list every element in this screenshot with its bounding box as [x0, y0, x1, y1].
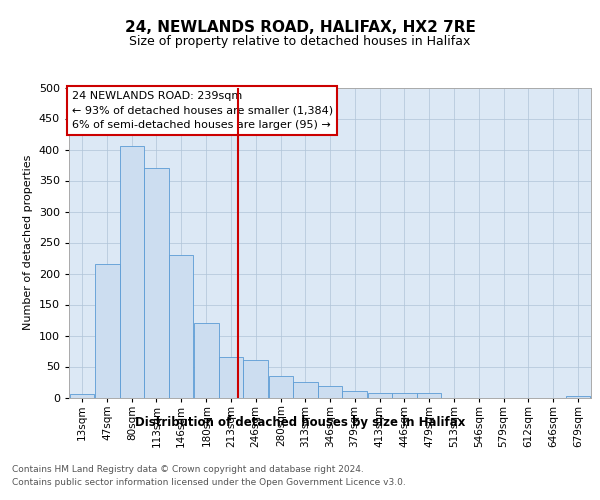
Bar: [243, 360, 268, 398]
Bar: [194, 323, 218, 398]
Text: 24, NEWLANDS ROAD, HALIFAX, HX2 7RE: 24, NEWLANDS ROAD, HALIFAX, HX2 7RE: [125, 20, 475, 35]
Bar: [293, 382, 318, 398]
Text: Contains HM Land Registry data © Crown copyright and database right 2024.: Contains HM Land Registry data © Crown c…: [12, 466, 364, 474]
Bar: [95, 264, 119, 398]
Bar: [318, 386, 342, 398]
Y-axis label: Number of detached properties: Number of detached properties: [23, 155, 33, 330]
Text: Distribution of detached houses by size in Halifax: Distribution of detached houses by size …: [135, 416, 465, 429]
Bar: [368, 392, 392, 398]
Bar: [218, 357, 243, 398]
Bar: [566, 396, 590, 398]
Bar: [70, 394, 94, 398]
Text: 24 NEWLANDS ROAD: 239sqm
← 93% of detached houses are smaller (1,384)
6% of semi: 24 NEWLANDS ROAD: 239sqm ← 93% of detach…: [71, 90, 333, 130]
Bar: [342, 392, 367, 398]
Bar: [169, 255, 193, 398]
Bar: [144, 168, 169, 398]
Text: Size of property relative to detached houses in Halifax: Size of property relative to detached ho…: [130, 34, 470, 48]
Bar: [417, 392, 442, 398]
Bar: [119, 146, 144, 398]
Text: Contains public sector information licensed under the Open Government Licence v3: Contains public sector information licen…: [12, 478, 406, 487]
Bar: [269, 376, 293, 398]
Bar: [392, 392, 417, 398]
